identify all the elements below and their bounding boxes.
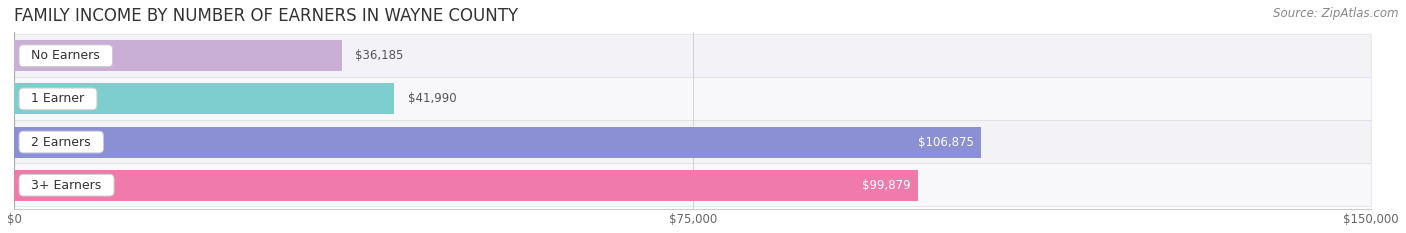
Text: $36,185: $36,185 — [356, 49, 404, 62]
Text: FAMILY INCOME BY NUMBER OF EARNERS IN WAYNE COUNTY: FAMILY INCOME BY NUMBER OF EARNERS IN WA… — [14, 7, 519, 25]
Text: 1 Earner: 1 Earner — [24, 93, 93, 105]
Text: 2 Earners: 2 Earners — [24, 136, 98, 148]
Bar — [14, 127, 981, 158]
Text: $106,875: $106,875 — [918, 136, 974, 148]
FancyBboxPatch shape — [14, 120, 1371, 164]
Text: $41,990: $41,990 — [408, 93, 457, 105]
Bar — [14, 83, 394, 114]
Text: Source: ZipAtlas.com: Source: ZipAtlas.com — [1274, 7, 1399, 20]
Bar — [14, 40, 342, 71]
FancyBboxPatch shape — [14, 34, 1371, 77]
FancyBboxPatch shape — [14, 164, 1371, 207]
Bar — [14, 170, 918, 201]
Text: $99,879: $99,879 — [862, 179, 911, 192]
Text: 3+ Earners: 3+ Earners — [24, 179, 110, 192]
FancyBboxPatch shape — [14, 77, 1371, 120]
Text: No Earners: No Earners — [24, 49, 108, 62]
